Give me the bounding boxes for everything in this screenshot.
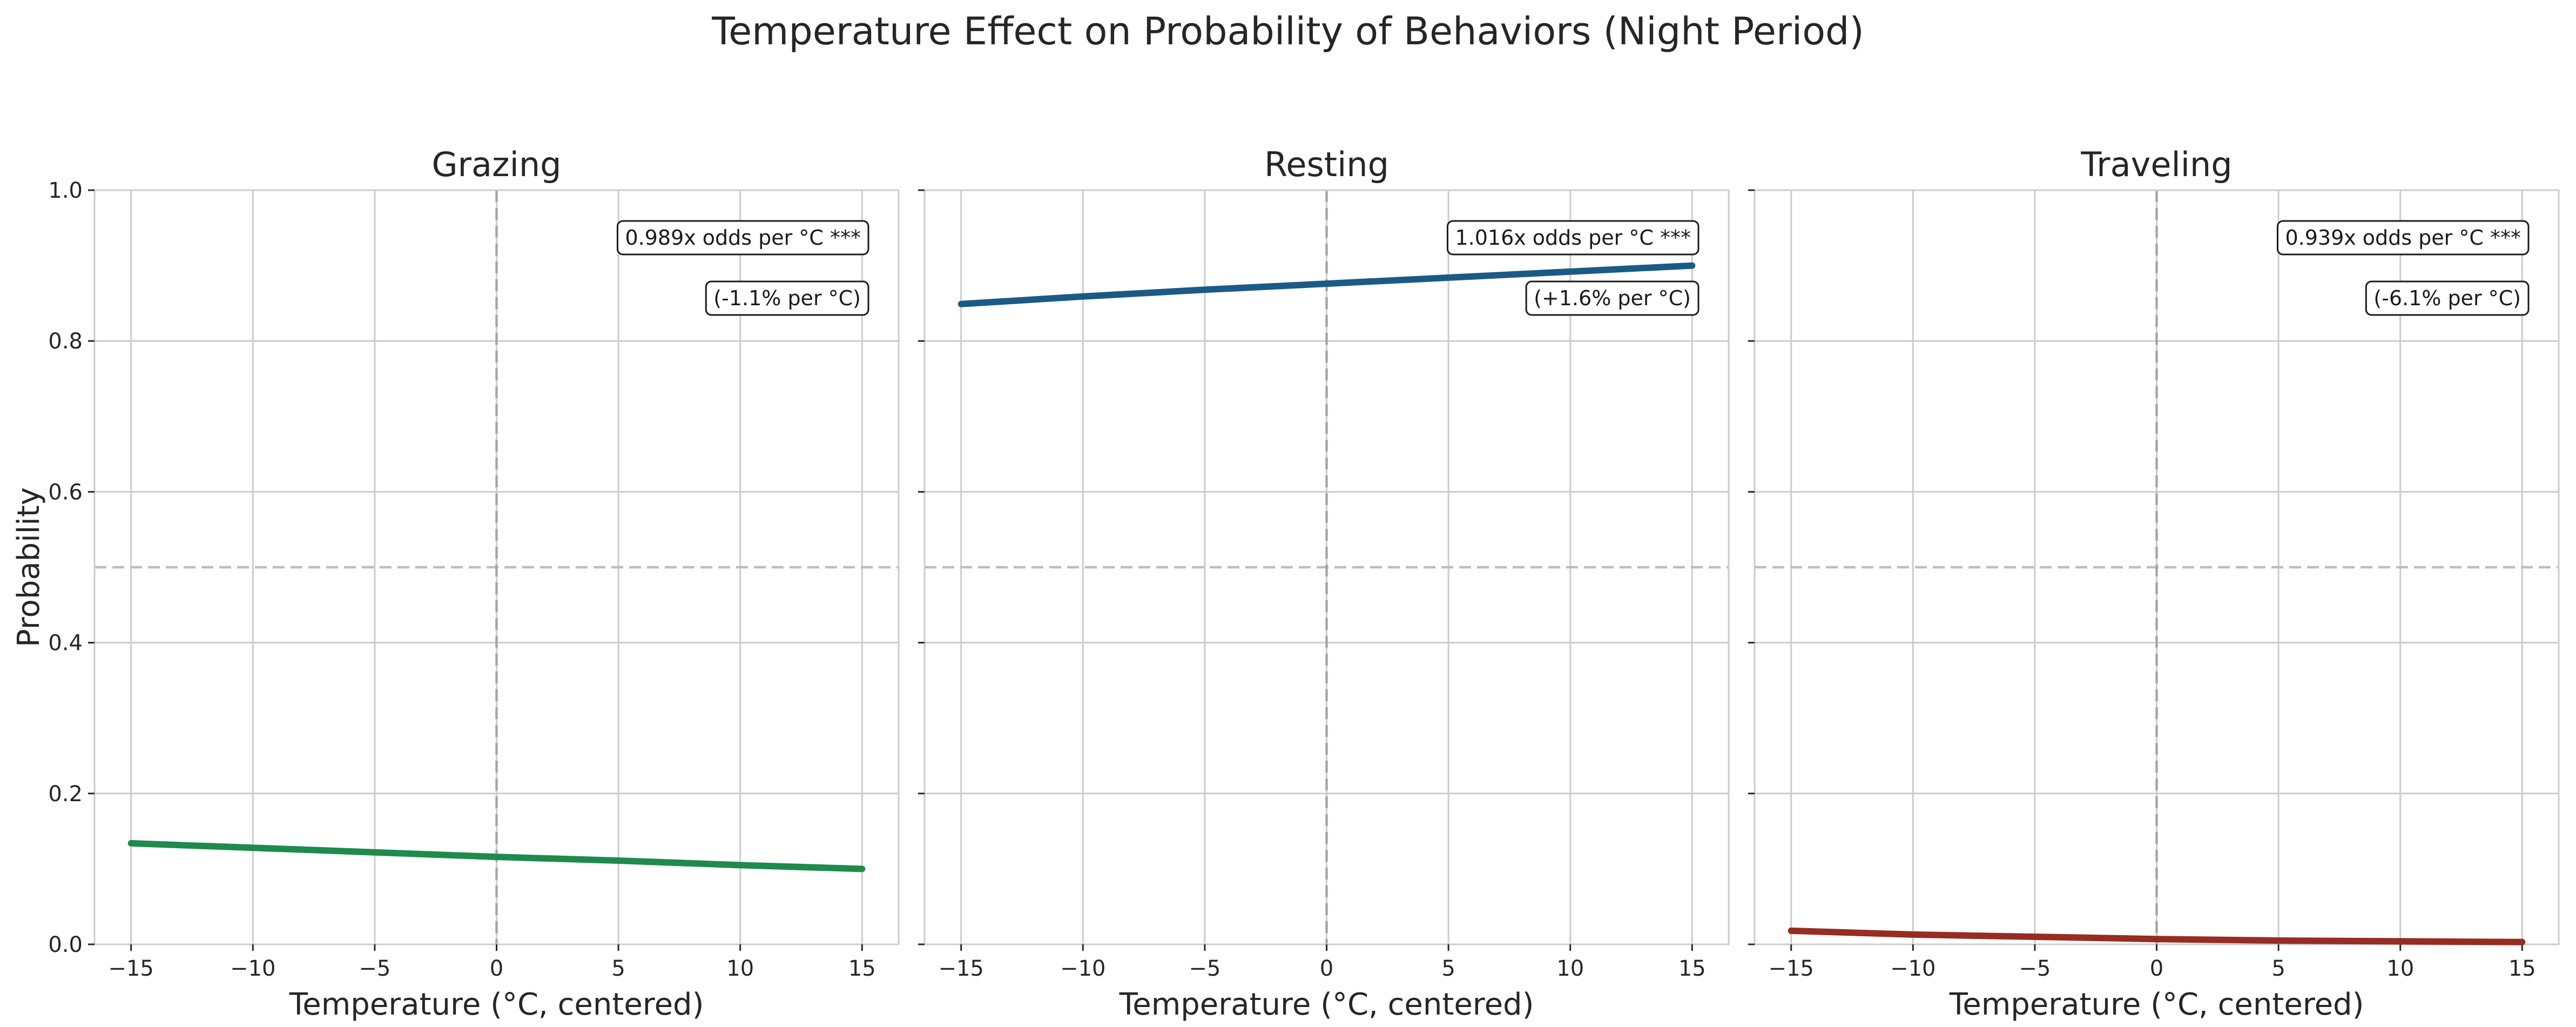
x-tick-label: 0	[1320, 956, 1333, 981]
annotation-frame	[2365, 280, 2530, 316]
panel-traveling: −15 −10 −5 0 5 10 15 Traveling Temperature (°C, …	[1748, 145, 2560, 1022]
y-axis-label: Probability	[11, 487, 46, 647]
y-tick-label: 0.6	[48, 480, 83, 505]
annotation-box: (-6.1% per °C)	[2365, 280, 2530, 316]
annotation-box: (-1.1% per °C)	[705, 280, 869, 316]
x-tick-label: 0	[490, 956, 503, 981]
grazing-probability-line	[127, 840, 866, 872]
x-tick-label: −5	[2019, 956, 2051, 981]
annotation-box: (+1.6% per °C)	[1525, 280, 1700, 316]
x-tick-label: 0	[2150, 956, 2163, 981]
x-tick-label: −15	[938, 956, 983, 981]
x-axis-label: Temperature (°C, centered)	[1949, 987, 2364, 1022]
x-tick-label: −10	[230, 956, 275, 981]
x-tick-label: −5	[1189, 956, 1220, 981]
annotation-box: 0.939x odds per °C ***	[2276, 220, 2530, 256]
resting-probability-line	[957, 262, 1696, 307]
panel-grazing: −15 −10 −5 0 5 10 15 0.0 0.2 0.4 0.6 0.8 1.0 Grazing T…	[11, 145, 900, 1022]
annotation-text: 0.939x odds per °C ***	[2285, 226, 2521, 250]
x-tick-label: −15	[1768, 956, 1813, 981]
y-tick-label: 0.2	[48, 782, 83, 807]
x-tick-label: 5	[1441, 956, 1455, 981]
x-tick-label: 15	[848, 956, 876, 981]
x-tick-label: 5	[611, 956, 625, 981]
annotation-text: (+1.6% per °C)	[1534, 286, 1691, 310]
x-tick-label: 10	[1556, 956, 1584, 981]
y-tick-label: 1.0	[48, 178, 83, 203]
annotation-box: 1.016x odds per °C ***	[1446, 220, 1700, 256]
annotation-frame	[616, 220, 869, 256]
x-tick-label: 15	[1678, 956, 1706, 981]
x-tick-label: 5	[2271, 956, 2285, 981]
annotation-text: (-1.1% per °C)	[713, 286, 861, 310]
annotation-frame	[1525, 280, 1700, 316]
annotation-frame	[2276, 220, 2530, 256]
annotation-box: 0.989x odds per °C ***	[616, 220, 869, 256]
x-tick-label: −15	[108, 956, 153, 981]
traveling-probability-line	[1788, 927, 2526, 945]
annotation-text: 0.989x odds per °C ***	[625, 226, 861, 250]
panel-title: Grazing	[432, 145, 562, 184]
annotation-text: 1.016x odds per °C ***	[1455, 226, 1691, 250]
y-tick-label: 0.0	[48, 932, 83, 957]
panels-group: −15 −10 −5 0 5 10 15 0.0 0.2 0.4 0.6 0.8 1.0 Grazing T…	[11, 145, 2560, 1022]
x-tick-label: 10	[726, 956, 754, 981]
panel-title: Traveling	[2080, 145, 2232, 184]
annotation-frame	[705, 280, 869, 316]
x-tick-label: 15	[2508, 956, 2536, 981]
x-axis-label: Temperature (°C, centered)	[1119, 987, 1534, 1022]
x-tick-label: −10	[1060, 956, 1105, 981]
annotation-text: (-6.1% per °C)	[2373, 286, 2521, 310]
x-tick-label: −5	[359, 956, 390, 981]
x-tick-label: −10	[1890, 956, 1936, 981]
x-tick-label: 10	[2386, 956, 2414, 981]
y-tick-label: 0.8	[48, 329, 83, 354]
x-axis-label: Temperature (°C, centered)	[289, 987, 704, 1022]
figure-title: Temperature Effect on Probability of Beh…	[711, 9, 1864, 53]
panel-title: Resting	[1264, 145, 1389, 184]
annotation-frame	[1446, 220, 1700, 256]
y-tick-label: 0.4	[48, 631, 83, 656]
panel-resting: −15 −10 −5 0 5 10 15 Resting Temperature (°C, ce…	[918, 145, 1730, 1022]
